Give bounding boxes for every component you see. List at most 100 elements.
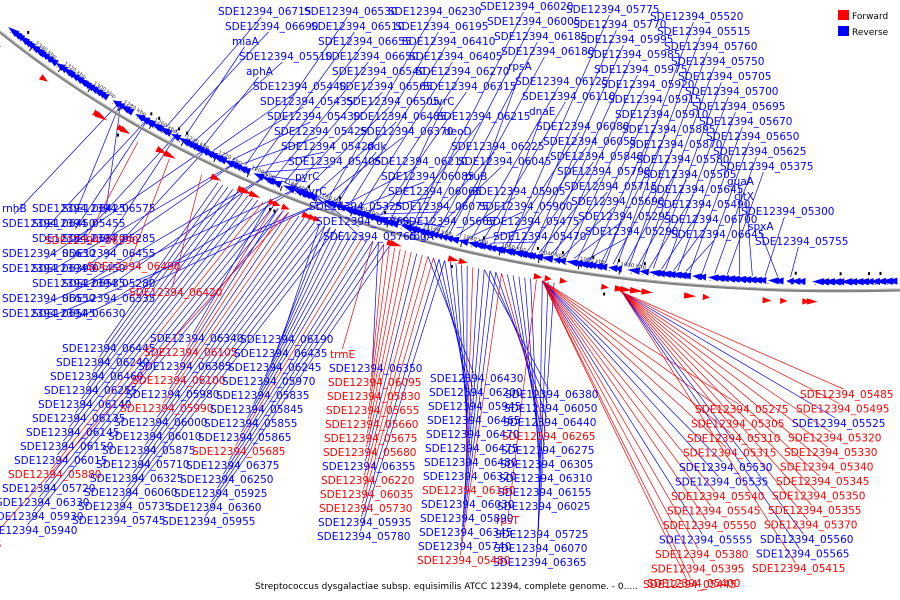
connector-line (508, 14, 610, 248)
gene-label: SDE12394_06180 (501, 46, 594, 58)
gene-label: SDE12394_06325 (90, 473, 183, 485)
reverse-gene-arrow (614, 265, 623, 273)
gene-label: SDE12394_06590 (45, 235, 138, 247)
connector-line (145, 219, 310, 446)
gene-label: SDE12394_06540 (332, 66, 425, 78)
connector-line (328, 16, 432, 199)
reverse-gene-arrow (373, 216, 385, 224)
reverse-gene-arrow (627, 267, 641, 275)
connector-line (359, 61, 453, 209)
connector-line (448, 56, 545, 235)
gene-label: SDE12394_05865 (198, 432, 291, 444)
minor-tick (32, 49, 34, 51)
gene-label: SDE12394_06650 (325, 51, 418, 63)
connector-line (459, 71, 521, 237)
forward-gene-arrow (94, 111, 108, 121)
gene-label: SDE12394_06100 (132, 375, 225, 387)
reverse-gene-arrow (669, 271, 682, 279)
forward-gene-arrow (629, 286, 644, 294)
forward-gene-arrow (155, 146, 168, 155)
gene-label: SDE12394_06505 (346, 96, 439, 108)
connector-line (391, 106, 443, 219)
minor-tick (491, 250, 493, 252)
gene-label: SDE12394_05475 (486, 216, 579, 228)
gene-label: SDE12394_05730 (319, 503, 412, 515)
connector-line (640, 66, 715, 268)
minor-tick (136, 117, 138, 119)
reverse-gene-arrow (501, 248, 514, 256)
minor-tick (686, 278, 688, 280)
connector-line (541, 280, 687, 580)
gene-arrows (0, 27, 898, 305)
gene-label: truB (465, 171, 487, 183)
gene-label: SDE12394_05325 (309, 201, 402, 213)
gene-marker (603, 292, 606, 296)
connector-line (274, 61, 369, 179)
gene-label: SDE12394_05945 (428, 401, 521, 413)
reverse-gene-arrow (591, 263, 604, 271)
gene-label: SDE12394_05990 (120, 403, 213, 415)
gene-marker (273, 209, 276, 213)
reverse-gene-arrow (608, 264, 618, 273)
gene-label: SDE12394_06225 (451, 141, 544, 153)
connector-line (377, 211, 439, 215)
connector-line (677, 111, 736, 271)
minor-tick (249, 174, 251, 176)
forward-gene-arrow (702, 293, 710, 301)
gene-label: pyrC (295, 171, 320, 183)
gene-label: SDE12394_05895 (622, 124, 715, 136)
gene-label: SDE12394_06535 (32, 278, 125, 290)
gene-label: SDE12394_05765 (323, 231, 416, 243)
connector-line (470, 86, 559, 240)
connector-line (223, 240, 374, 475)
gene-label: SDE12394_05445 (643, 579, 736, 591)
connector-line (506, 274, 545, 446)
connector-line (371, 244, 385, 378)
backbone-highlight (0, 30, 900, 291)
gene-label: SDE12394_06320 (423, 471, 516, 483)
gene-label: SDE12394_05925 (174, 488, 267, 500)
gene-label: SDE12394_05705 (678, 71, 771, 83)
gene-label: SDE12394_05680 (323, 447, 416, 459)
connector-line (265, 229, 336, 377)
map-caption: Streptococcus dysgalactiae subsp. equisi… (255, 582, 638, 592)
gene-marker (268, 207, 271, 211)
connector-line (241, 235, 358, 433)
connector-line (51, 201, 264, 470)
gene-label: SDE12394_06195 (395, 21, 488, 33)
connector-line (673, 224, 708, 271)
connector-line (139, 221, 315, 460)
reverse-gene-arrow (483, 244, 493, 252)
reverse-gene-arrow (565, 259, 579, 267)
gene-label: SDE12394_05685 (192, 446, 285, 458)
connector-line (314, 121, 397, 194)
gene-marker (868, 272, 871, 276)
reverse-gene-arrow (47, 56, 59, 67)
gene-label: SDE12394_05905 (472, 186, 565, 198)
gene-label: SDE12394_05315 (683, 448, 776, 460)
gene-label: SDE12394_06015 (14, 455, 107, 467)
reverse-gene-arrow (37, 49, 48, 58)
gene-label: SDE12394_06570 (32, 233, 125, 245)
connector-line (245, 16, 348, 166)
connector-line (181, 208, 279, 362)
connector-line (254, 31, 355, 170)
gene-label: SDE12394_06385 (138, 361, 231, 373)
connector-line (335, 151, 377, 201)
connector-line (45, 203, 269, 484)
connector-line (261, 166, 332, 173)
reverse-gene-arrow (654, 270, 666, 278)
connector-line (157, 215, 300, 418)
connector-line (271, 176, 308, 183)
gene-labels: SDE12394_06715SDE12394_06530SDE12394_062… (0, 1, 893, 591)
gene-label: SDE12394_05835 (216, 390, 309, 402)
connector-line (493, 116, 542, 245)
connector-line (460, 273, 502, 556)
connector-line (764, 216, 785, 277)
connector-line (251, 151, 325, 169)
connector-line (283, 223, 321, 335)
reverse-gene-arrow (796, 277, 806, 286)
gene-label: SDE12394_06085 (381, 171, 474, 183)
gene-label: SDE12394_06350 (329, 363, 422, 375)
gene-marker (308, 185, 311, 189)
